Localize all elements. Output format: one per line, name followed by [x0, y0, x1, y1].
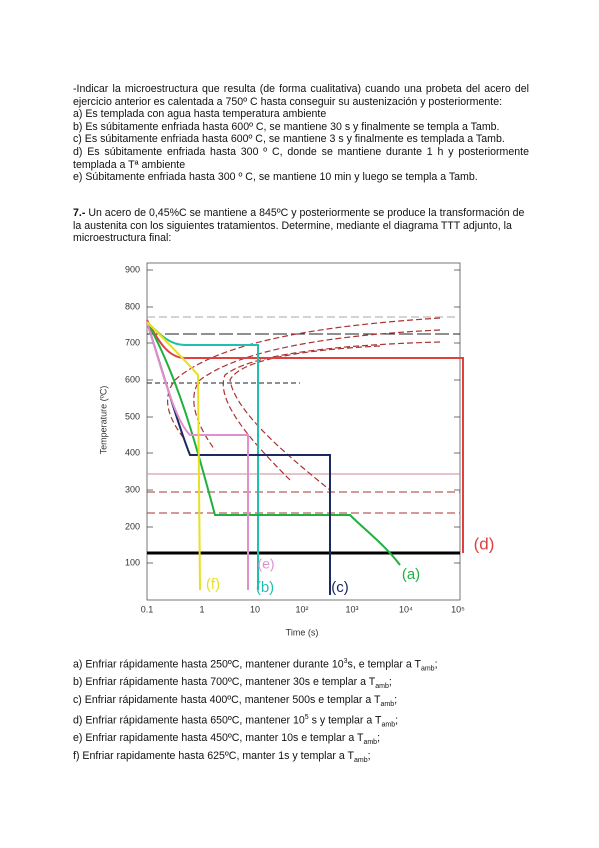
t: d) Enfriar rápidamente hasta 650ºC, mant…	[73, 714, 305, 727]
t: ;	[367, 749, 371, 762]
x-tick-label: 0.1	[141, 604, 154, 614]
item: d) Es súbitamente enfriada hasta 300 º C…	[73, 145, 529, 171]
sub: amb	[420, 665, 435, 673]
t: ;	[388, 676, 392, 689]
y-tick-label: 800	[125, 301, 140, 311]
problem-text: Un acero de 0,45%C se mantiene a 845ºC y…	[73, 207, 525, 245]
curve-label: (c)	[331, 579, 349, 596]
t: a) Enfriar rápidamente hasta 250ºC, mant…	[73, 658, 344, 671]
y-tick-label: 500	[125, 411, 140, 421]
x-tick-label: 10	[250, 604, 260, 614]
x-tick-label: 10⁴	[399, 604, 413, 614]
sub: amb	[375, 683, 389, 691]
y-tick-label: 600	[125, 374, 140, 384]
y-tick-label: 900	[125, 264, 140, 274]
t: e) Enfriar rapidamente hasta 450ºC, mant…	[73, 731, 364, 744]
t: s, e templar a T	[347, 658, 421, 671]
sub: amb	[381, 721, 396, 729]
curve-label: (e)	[257, 556, 274, 572]
sub: amb	[354, 756, 368, 764]
curve-label: (b)	[256, 579, 274, 596]
t: ;	[434, 658, 438, 671]
item: e) Súbitamente enfriada hasta 300 º C, s…	[73, 171, 478, 184]
treatment: a) Enfriar rápidamente hasta 250ºC, mant…	[73, 656, 529, 676]
treatment: c) Enfriar rápidamente hasta 400ºC, mant…	[73, 694, 529, 712]
problem: 7.- Un acero de 0,45%C se mantiene a 845…	[73, 207, 529, 245]
treatment: e) Enfriar rapidamente hasta 450ºC, mant…	[73, 732, 529, 750]
treatments: a) Enfriar rápidamente hasta 250ºC, mant…	[73, 656, 529, 767]
treatment: f) Enfriar rapidamente hasta 625ºC, mant…	[73, 750, 529, 768]
t: ;	[377, 731, 381, 744]
t: c) Enfriar rápidamente hasta 400ºC, mant…	[73, 693, 381, 706]
x-axis-label: Time (s)	[286, 627, 319, 637]
t: f) Enfriar rapidamente hasta 625ºC, mant…	[73, 749, 355, 762]
intro: -Indicar la microestructura que resulta …	[73, 83, 529, 184]
sup: 5	[304, 713, 309, 721]
x-tick-label: 10³	[345, 604, 358, 614]
t: b) Enfriar rápidamente hasta 700ºC, mant…	[73, 676, 376, 689]
x-tick-label: 1	[199, 604, 204, 614]
x-tick-label: 10²	[295, 604, 308, 614]
curve-label: (f)	[206, 576, 220, 593]
intro-text: -Indicar la microestructura que resulta …	[73, 83, 529, 108]
t: ;	[395, 714, 399, 727]
x-tick-label: 10⁵	[451, 604, 465, 614]
sub: amb	[380, 701, 395, 709]
y-tick-label: 200	[125, 521, 140, 531]
sub: amb	[363, 738, 378, 746]
item: b) Es súbitamente enfriada hasta 600º C,…	[73, 120, 500, 133]
curve-label: (a)	[402, 566, 420, 583]
y-tick-label: 700	[125, 337, 140, 347]
y-tick-label: 300	[125, 484, 140, 494]
t: ;	[394, 693, 398, 706]
item: a) Es templada con agua hasta temperatur…	[73, 108, 327, 121]
item: c) Es súbitamente enfriada hasta 600º C,…	[73, 133, 505, 146]
y-axis-label: Temperature (ºC)	[98, 386, 108, 455]
problem-number: 7.-	[73, 207, 86, 219]
sup: 3	[343, 658, 348, 665]
y-tick-label: 400	[125, 447, 140, 457]
treatment: b) Enfriar rápidamente hasta 700ºC, mant…	[73, 676, 529, 694]
treatment: d) Enfriar rápidamente hasta 650ºC, mant…	[73, 712, 529, 732]
t: s y templar a T	[308, 714, 382, 727]
y-tick-label: 100	[125, 557, 140, 567]
curve-label: (d)	[474, 534, 495, 553]
